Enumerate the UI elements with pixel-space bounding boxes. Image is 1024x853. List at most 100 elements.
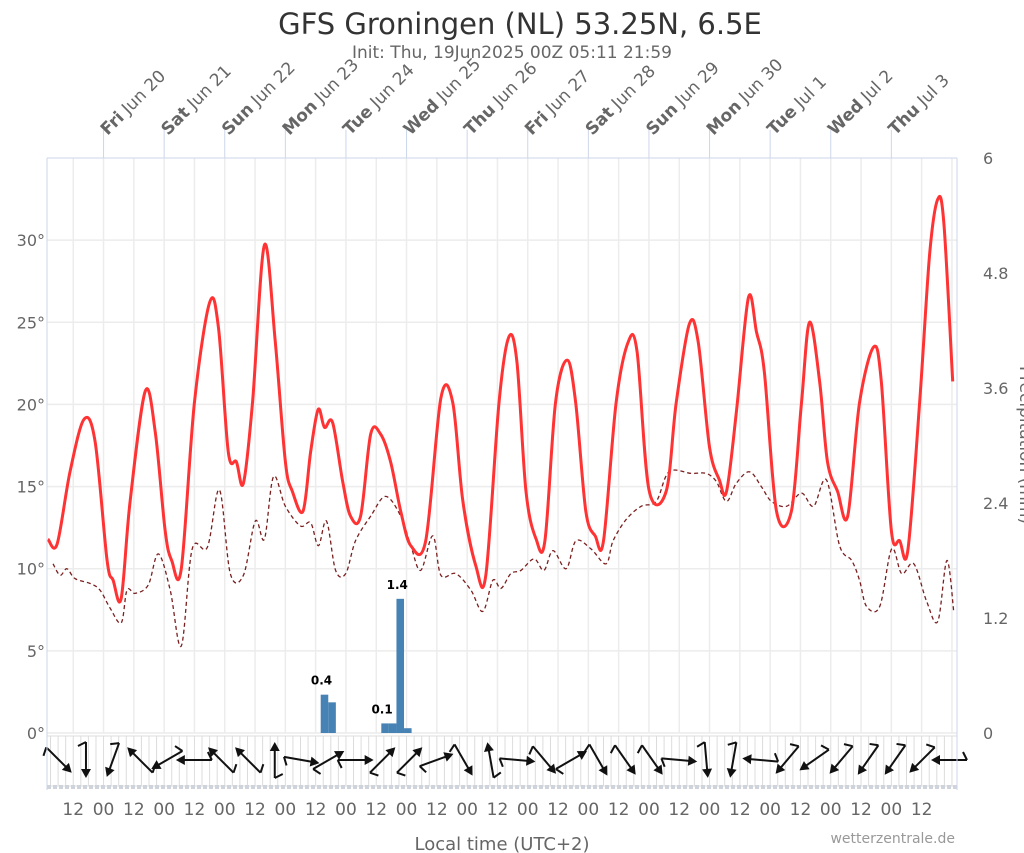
day-label-date: Jun 29: [671, 58, 724, 111]
wind-arrow-head: [857, 764, 868, 775]
wind-arrow-icon: [283, 755, 320, 767]
wind-arrow-head: [653, 764, 663, 775]
hour-label: 12: [729, 800, 751, 820]
wind-arrow-icon: [77, 741, 91, 778]
wind-arrow-icon: [151, 745, 184, 769]
wind-arrow-barb: [896, 742, 906, 747]
wind-arrow-icon: [931, 751, 968, 765]
wind-arrow-icon: [105, 742, 121, 777]
wind-arrow-head: [333, 751, 345, 760]
day-label-weekday: Tue: [764, 102, 802, 140]
wind-arrow-head: [208, 747, 218, 758]
wind-arrow-head: [412, 747, 423, 758]
day-label-weekday: Thu: [885, 100, 924, 139]
wind-arrow-barb: [498, 758, 504, 768]
hour-label: 12: [850, 800, 872, 820]
wind-arrow-head: [626, 764, 636, 775]
wind-arrow-icon: [448, 743, 473, 776]
wind-arrow-icon: [909, 743, 936, 773]
precipitation-value-label: 0.4: [311, 674, 332, 688]
hour-label: 00: [638, 800, 660, 820]
day-label-date: Jun 22: [247, 58, 300, 111]
hour-label: 12: [668, 800, 690, 820]
wind-arrow-barb: [418, 765, 427, 774]
wind-arrow-icon: [336, 755, 374, 769]
wind-arrow-icon: [583, 743, 608, 776]
wind-arrow-icon: [369, 747, 396, 777]
left-tick-label: 25°: [17, 313, 45, 332]
hour-label: 12: [244, 800, 266, 820]
precipitation-value-label: 1.4: [387, 578, 408, 592]
day-label-date: Jul 3: [913, 71, 954, 112]
day-label-date: Jun 21: [183, 61, 236, 114]
right-tick-label: 0: [983, 724, 993, 743]
wind-arrow-barb: [206, 751, 213, 761]
hour-label: 12: [184, 800, 206, 820]
hour-label: 00: [759, 800, 781, 820]
wind-arrow-head: [61, 762, 72, 773]
watermark: wetterzentrale.de: [830, 831, 955, 847]
dewpoint-line: [52, 469, 955, 647]
hour-label: 12: [790, 800, 812, 820]
hour-label: 12: [608, 800, 630, 820]
wind-strip: [42, 735, 968, 789]
day-label-weekday: Mon: [279, 97, 322, 140]
grid: [47, 158, 957, 734]
hour-label: 00: [396, 800, 418, 820]
wind-arrow-icon: [775, 743, 800, 774]
wind-arrow-icon: [799, 744, 830, 771]
wind-arrow-barb: [369, 771, 379, 777]
wind-arrow-head: [269, 742, 280, 751]
wind-arrow-head: [726, 767, 737, 778]
wind-arrow-barb: [396, 771, 406, 777]
wind-arrow-barb: [555, 768, 564, 775]
wind-arrow-head: [127, 747, 138, 758]
day-label-weekday: Sun: [642, 100, 682, 140]
day-label-date: Jun 27: [541, 66, 594, 119]
day-label-weekday: Sat: [582, 103, 619, 140]
wind-arrow-icon: [396, 747, 423, 777]
day-label-weekday: Mon: [703, 97, 746, 140]
hour-label: 00: [699, 800, 721, 820]
day-label-date: Jul 2: [857, 66, 898, 107]
wind-arrow-head: [175, 755, 185, 766]
left-tick-label: 15°: [17, 478, 45, 497]
hour-label: 12: [365, 800, 387, 820]
right-tick-label: 2.4: [983, 494, 1008, 513]
day-label-date: Jun 24: [366, 60, 419, 113]
right-tick-label: 4.8: [983, 264, 1008, 283]
wind-arrow-icon: [555, 750, 588, 775]
precipitation-bar: [388, 723, 397, 733]
wind-arrow-head: [931, 755, 940, 765]
series-lines: [46, 195, 955, 647]
day-label-weekday: Fri: [521, 108, 553, 140]
wind-arrow-barb: [77, 741, 87, 747]
wind-arrow-barb: [493, 771, 502, 779]
wind-arrow-barb: [259, 763, 265, 774]
wind-arrow-icon: [696, 741, 713, 778]
wind-arrow-icon: [636, 744, 663, 775]
wind-arrow-head: [364, 755, 374, 766]
wind-arrow-barb: [312, 768, 322, 775]
wind-arrow-barb: [42, 746, 48, 757]
day-label-date: Jul 1: [790, 72, 831, 113]
wind-arrow-head: [702, 768, 713, 778]
day-label-weekday: Wed: [824, 96, 868, 140]
right-tick-label: 6: [983, 149, 993, 168]
wind-arrow-barb: [962, 751, 968, 761]
wind-arrow-head: [105, 766, 115, 777]
wind-arrow-icon: [742, 752, 780, 765]
wind-arrow-barb: [925, 743, 936, 749]
day-label: WedJul 2: [824, 66, 897, 139]
hour-label: 00: [335, 800, 357, 820]
day-label-weekday: Fri: [97, 108, 129, 140]
hour-label: 12: [62, 800, 84, 820]
wind-arrow-icon: [609, 744, 636, 775]
wind-arrow-icon: [660, 755, 698, 768]
wind-arrow-head: [775, 763, 786, 774]
right-axis-title: Precipitation (mm): [1015, 366, 1024, 524]
hour-label: 12: [123, 800, 145, 820]
day-label-weekday: Sun: [218, 100, 258, 140]
day-label-date: Jun 20: [117, 66, 170, 119]
wind-arrow-head: [526, 755, 536, 766]
